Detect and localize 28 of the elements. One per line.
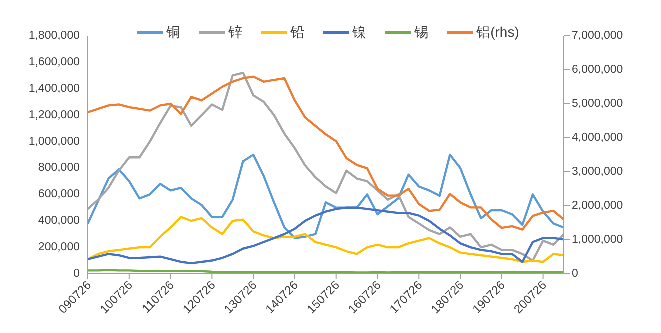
y-tick-label: 400,000 <box>38 215 80 228</box>
y2-tick-label: 7,000,000 <box>572 30 624 42</box>
legend-label: 锌 <box>228 24 243 42</box>
legend-label: 镍 <box>352 24 367 42</box>
legend-label: 铅 <box>290 24 305 42</box>
y-tick-label: 800,000 <box>38 162 80 174</box>
line-series <box>86 216 566 264</box>
y2-tick-label: 2,000,000 <box>572 200 624 212</box>
y2-tick-label: 1,000,000 <box>572 234 624 246</box>
y-tick-label: 600,000 <box>38 188 80 201</box>
y-tick-label: 1,400,000 <box>28 82 80 95</box>
legend-label: 锡 <box>414 24 429 42</box>
y-tick-label: 1,000,000 <box>28 136 80 148</box>
y2-tick-label: 3,000,000 <box>572 166 624 178</box>
y2-tick-label: 5,000,000 <box>572 98 624 110</box>
line-series <box>86 206 566 265</box>
line-series <box>86 76 566 231</box>
y-tick-label: 1,600,000 <box>28 56 80 68</box>
y2-tick-label: 6,000,000 <box>572 64 624 76</box>
line-series <box>86 154 566 240</box>
y-tick-label: 1,800,000 <box>28 30 80 42</box>
legend-label: 铜 <box>166 24 181 42</box>
y-tick-label: 1,200,000 <box>28 109 80 122</box>
y-tick-label: 0 <box>74 268 80 280</box>
y2-tick-label: 4,000,000 <box>572 132 624 144</box>
y2-tick-label: 0 <box>572 268 578 280</box>
y-tick-label: 200,000 <box>38 242 80 254</box>
legend-label: 铝(rhs) <box>476 24 520 42</box>
